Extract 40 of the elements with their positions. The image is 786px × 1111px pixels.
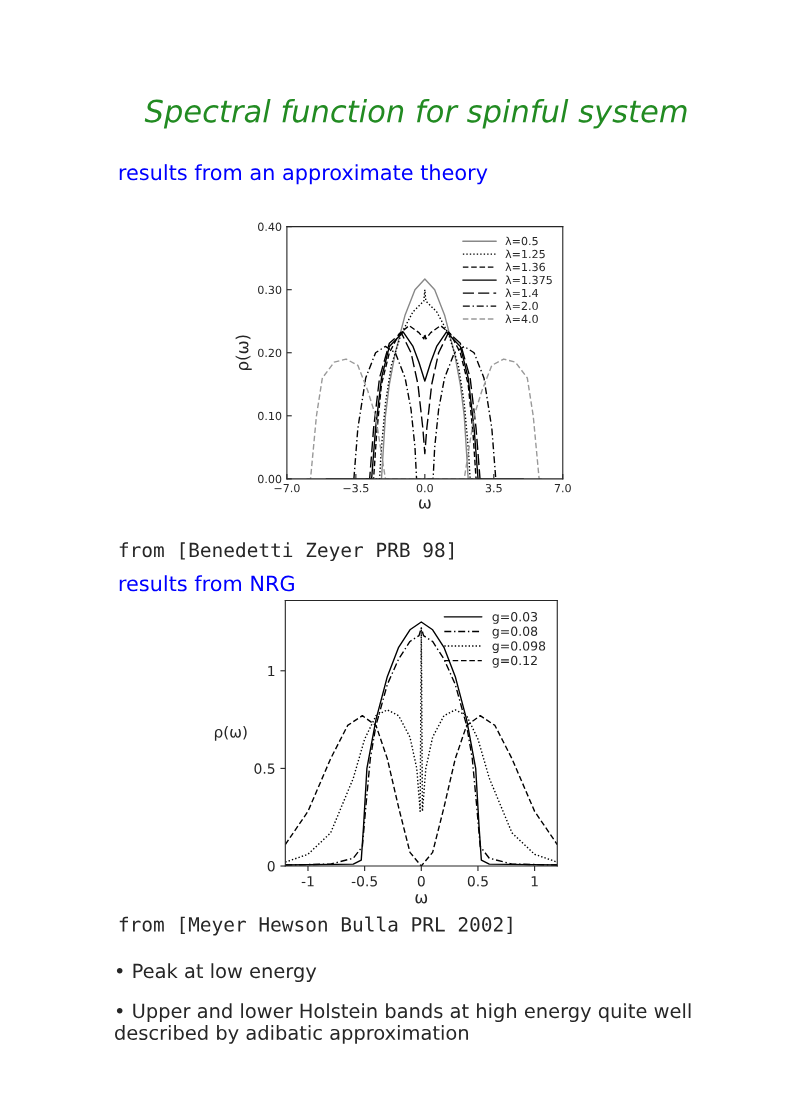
x-axis-title: ω: [418, 499, 431, 509]
y-tick-label: 1: [268, 665, 275, 677]
legend-label: λ=0.5: [505, 236, 538, 246]
legend-label: λ=1.4: [505, 288, 539, 297]
x-tick-label: −7.0: [274, 483, 300, 493]
y-tick-label: 0.30: [258, 285, 282, 295]
x-tick-label: 3.5: [485, 483, 502, 493]
legend-label: g=0.12: [492, 655, 537, 668]
y-tick-label: 0.5: [254, 763, 275, 774]
text: from [Meyer Hewson Bulla PRL 2002]: [119, 916, 512, 936]
text: from [Benedetti Zeyer PRB 98]: [119, 542, 453, 562]
x-tick-label: -1: [301, 876, 314, 887]
x-tick-label: 0: [417, 875, 425, 887]
x-axis-title: ω: [415, 894, 428, 904]
y-axis-title: ρ(ω): [235, 335, 252, 370]
y-tick-label: 0.00: [258, 474, 282, 484]
x-tick-label: 0.5: [467, 875, 488, 887]
legend-label: λ=1.375: [505, 275, 552, 285]
legend-label: g=0.098: [492, 641, 546, 654]
chart-subtitle: results from NRG: [119, 575, 294, 592]
y-tick-label: 0.20: [258, 348, 282, 358]
y-tick-label: 0: [267, 860, 275, 872]
x-tick-label: −3.5: [343, 483, 369, 493]
legend-label: λ=4.0: [505, 314, 538, 324]
legend-label: λ=1.25: [505, 249, 545, 259]
x-tick-label: 0.0: [416, 483, 433, 493]
legend-label: λ=2.0: [505, 301, 538, 311]
y-tick-label: 0.40: [258, 222, 282, 232]
text: • Upper and lower Holstein bands at high energy quite well described by adibatic approximation: [115, 1003, 691, 1044]
y-tick-label: 0.10: [258, 411, 282, 421]
chart-title: Spectral function for spinful system: [144, 98, 687, 129]
legend-label: λ=1.36: [505, 262, 546, 272]
text: • Peak at low energy: [116, 963, 317, 983]
y-axis-title: ρ(ω): [214, 725, 247, 741]
chart-subtitle: results from an approximate theory: [119, 164, 488, 185]
x-tick-label: 1: [531, 876, 538, 887]
legend-label: g=0.03: [492, 611, 538, 624]
legend-label: g=0.08: [492, 626, 538, 639]
x-tick-label: -0.5: [351, 875, 377, 887]
x-tick-label: 7.0: [554, 483, 571, 493]
